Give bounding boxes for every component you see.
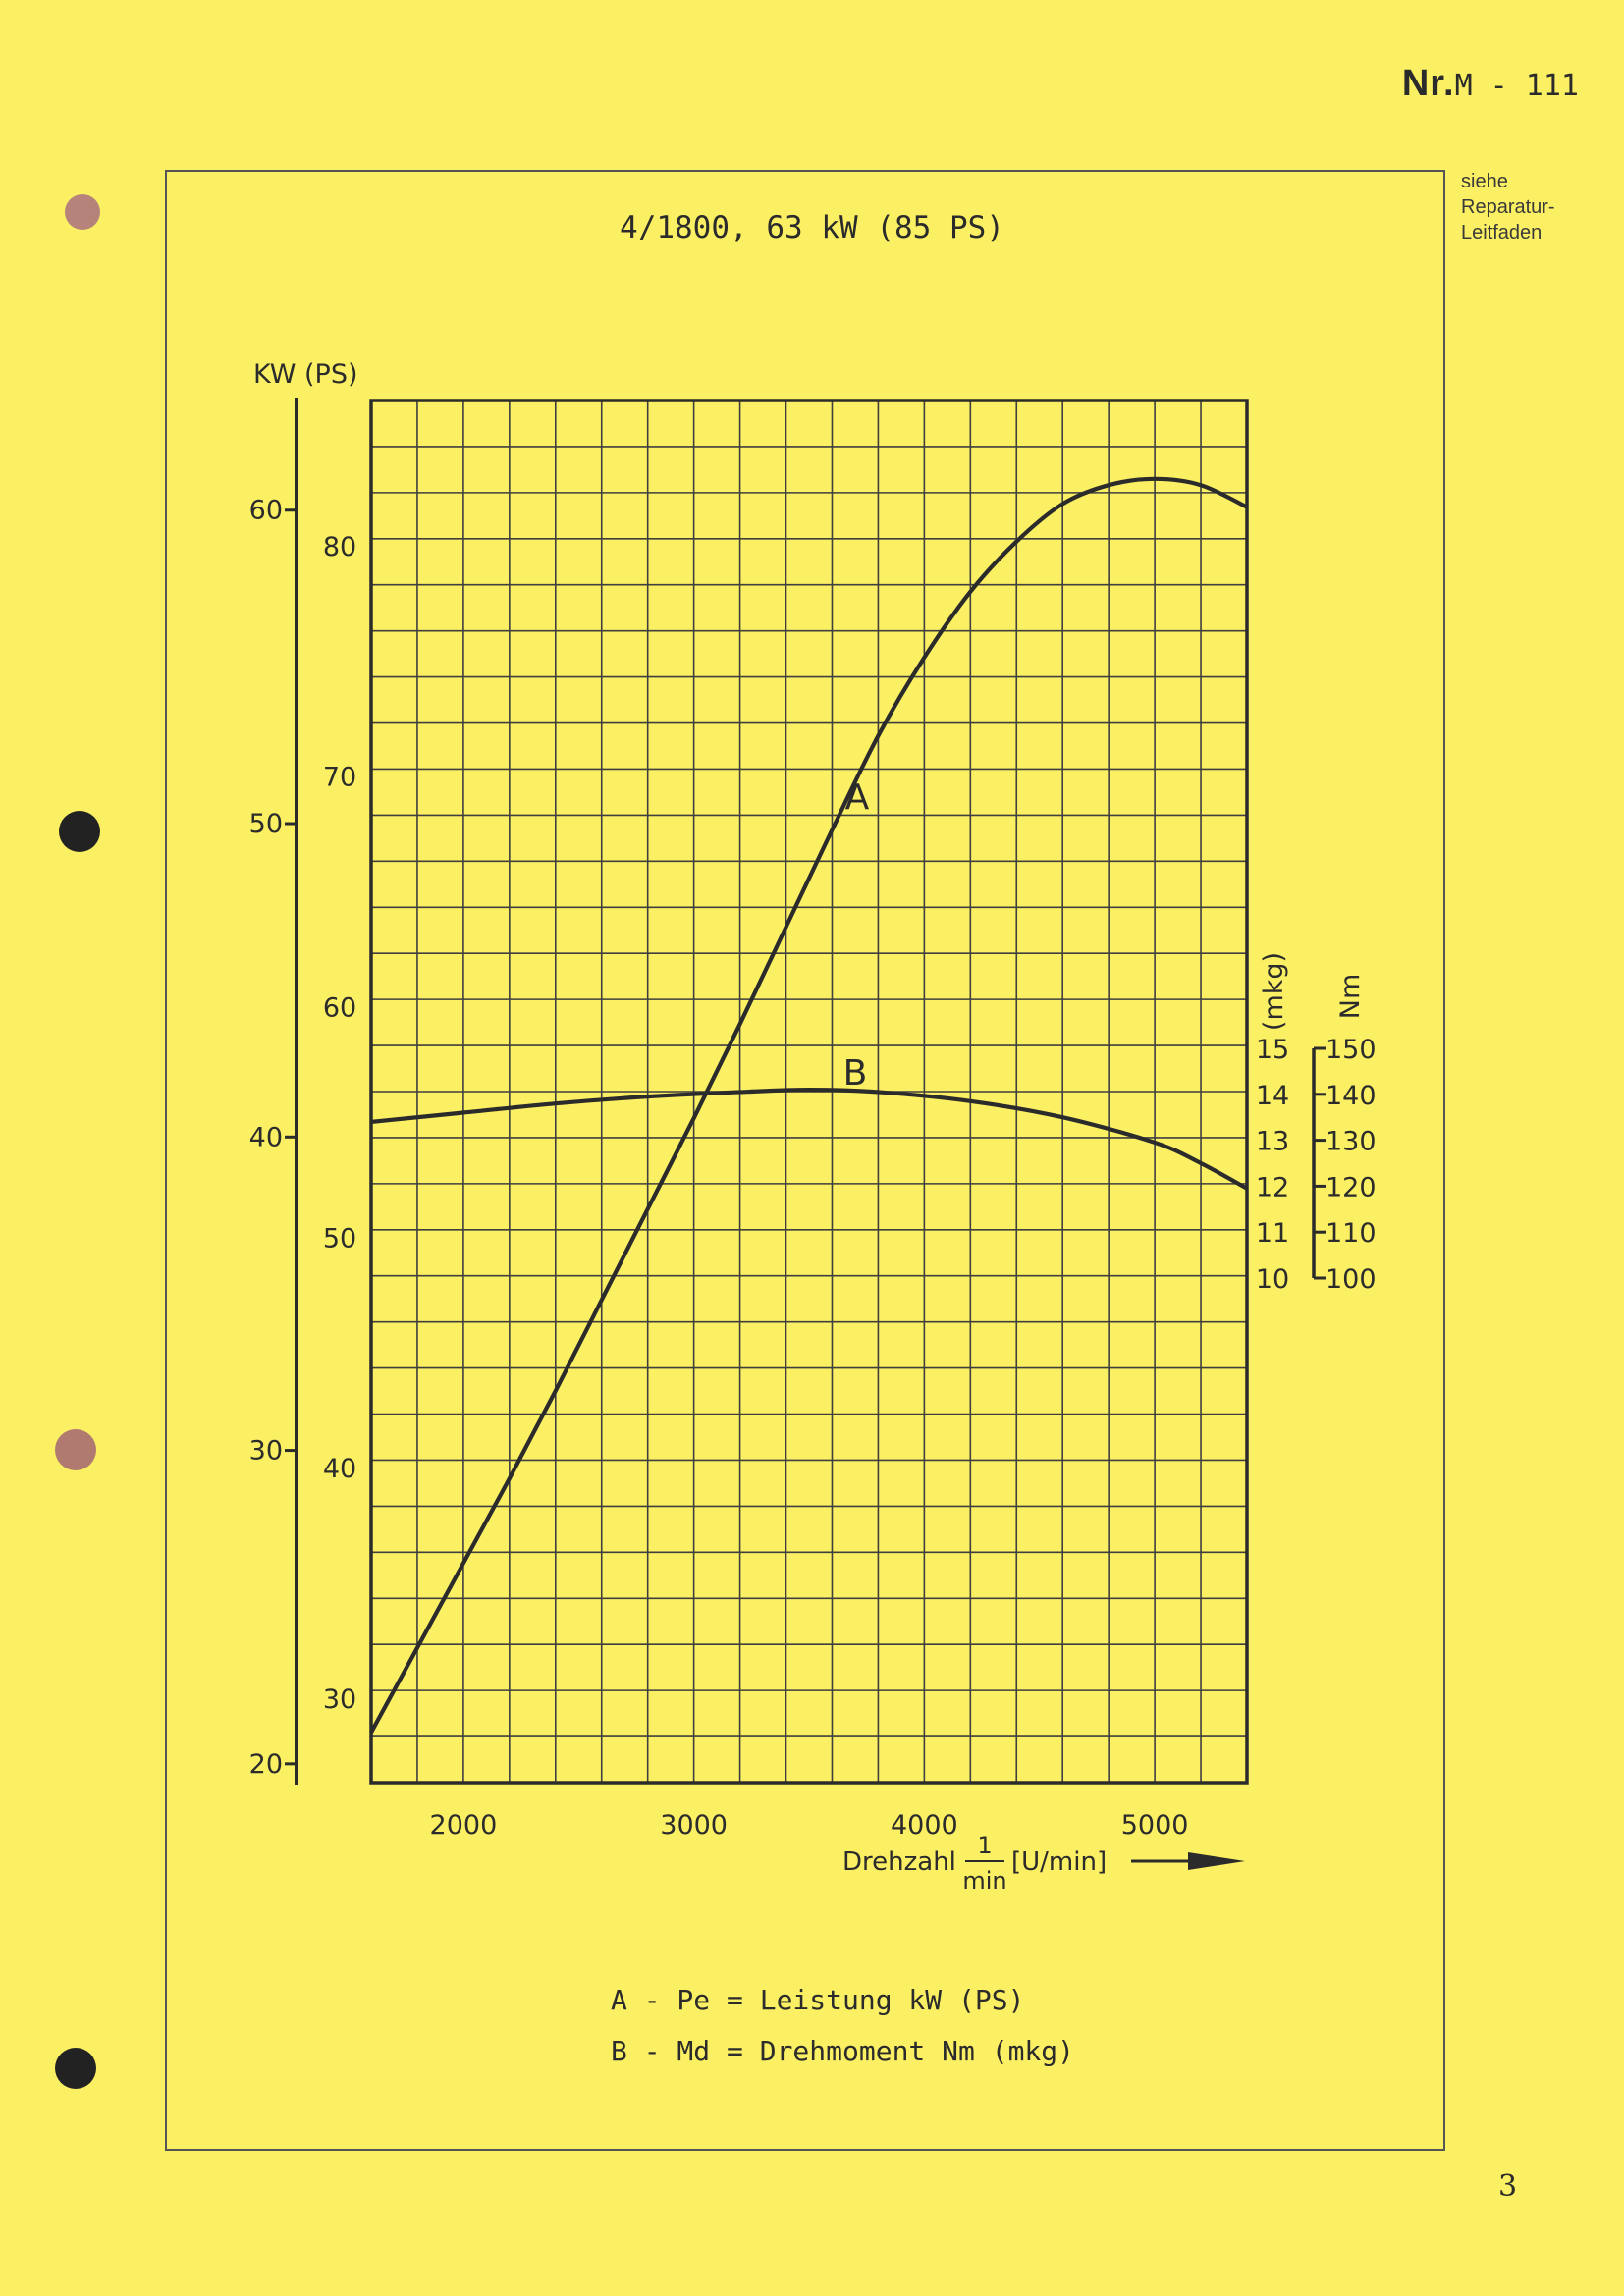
- ps-tick-label: 30: [323, 1684, 356, 1715]
- ps-tick-label: 70: [323, 763, 356, 793]
- mkg-tick-label: 13: [1256, 1127, 1289, 1157]
- x-axis-label-unit: [U/min]: [1011, 1847, 1107, 1877]
- ps-tick-label: 50: [323, 1223, 356, 1254]
- ps-tick-label: 60: [323, 992, 356, 1023]
- nm-tick-label: 120: [1326, 1172, 1377, 1202]
- punch-hole: [65, 194, 100, 230]
- plot-border: [369, 399, 1249, 1785]
- x-axis-label-numerator: 1: [977, 1832, 992, 1859]
- legend: A - Pe = Leistung kW (PS) B - Md = Drehm…: [611, 1975, 1074, 2077]
- kw-axis-label: KW (PS): [253, 359, 358, 390]
- mkg-tick-label: 14: [1256, 1081, 1289, 1111]
- nm-axis-label: Nm: [1335, 974, 1366, 1020]
- chart-frame: [165, 170, 1445, 2151]
- series-a-line: [369, 476, 1248, 1734]
- legend-entry-b: B - Md = Drehmoment Nm (mkg): [611, 2035, 1075, 2067]
- mkg-tick-label: 11: [1256, 1218, 1289, 1249]
- series-b-label: B: [843, 1053, 868, 1094]
- kw-tick-label: 20: [249, 1749, 283, 1780]
- mkg-tick-label: 10: [1256, 1264, 1289, 1295]
- nm-tick-label: 110: [1326, 1218, 1377, 1249]
- nm-tick-label: 150: [1326, 1035, 1377, 1065]
- nm-tick-label: 100: [1326, 1264, 1377, 1295]
- chart-title: 4/1800, 63 kW (85 PS): [620, 210, 1004, 245]
- nm-tick-label: 140: [1326, 1081, 1377, 1111]
- mkg-tick-label: 12: [1256, 1172, 1289, 1202]
- ps-tick-label: 40: [323, 1454, 356, 1484]
- x-axis-arrow-head: [1188, 1852, 1245, 1870]
- x-tick-label: 5000: [1121, 1810, 1189, 1841]
- x-axis-label: Drehzahl: [842, 1847, 956, 1877]
- side-note-line: Leitfaden: [1461, 222, 1543, 243]
- sheet-number-code: M - 111: [1454, 69, 1579, 103]
- punch-hole: [59, 811, 100, 852]
- x-tick-label: 3000: [660, 1810, 728, 1841]
- side-note-line: Reparatur-: [1461, 196, 1555, 218]
- sheet-number: Nr.M - 111: [1402, 63, 1579, 105]
- side-note-line: siehe: [1461, 171, 1508, 192]
- series-a-label: A: [845, 777, 870, 818]
- page-number: 3: [1498, 2169, 1518, 2204]
- x-tick-label: 2000: [430, 1810, 498, 1841]
- mkg-tick-label: 15: [1256, 1035, 1289, 1065]
- x-tick-label: 4000: [891, 1810, 958, 1841]
- sheet-number-prefix: Nr.: [1401, 63, 1455, 104]
- ps-tick-label: 80: [323, 532, 356, 562]
- kw-tick-label: 60: [249, 496, 283, 526]
- side-note: siehe Reparatur- Leitfaden: [1461, 169, 1608, 245]
- kw-tick-label: 40: [249, 1122, 283, 1152]
- kw-tick-label: 50: [249, 809, 283, 839]
- punch-hole: [55, 2048, 96, 2089]
- mkg-axis-label: (mkg): [1259, 952, 1289, 1031]
- x-axis-label-denominator: min: [962, 1867, 1006, 1895]
- legend-entry-a: A - Pe = Leistung kW (PS): [611, 1984, 1025, 2016]
- nm-tick-label: 130: [1326, 1127, 1377, 1157]
- punch-hole: [55, 1429, 96, 1470]
- series-b-line: [370, 1088, 1249, 1191]
- kw-tick-label: 30: [249, 1436, 283, 1467]
